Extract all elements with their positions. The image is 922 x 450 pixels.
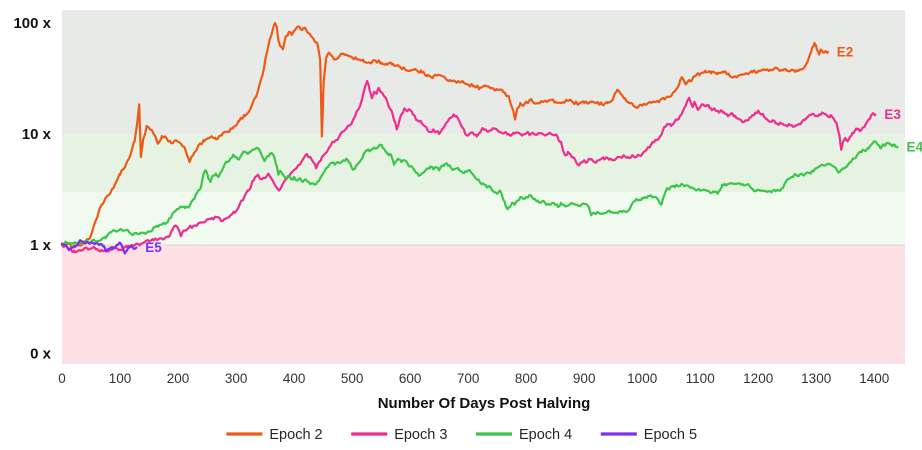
x-axis-ticks: 0 100 200 300 400 500 600 700 800 900 1000 1100 1200… [58,371,889,386]
x-axis-tick-1100: 1100 [686,371,715,386]
x-axis-tick-1000: 1000 [627,371,657,386]
x-axis-tick-500: 500 [341,371,364,386]
series-line-epoch-4 [60,140,899,246]
y-axis-label-1-x: 1 x [30,237,52,254]
series-end-label-e3: E3 [884,107,901,122]
series-line-epoch-3 [60,79,877,254]
x-axis-tick-900: 900 [573,371,596,386]
x-axis-tick-600: 600 [399,371,422,386]
series-line-epoch-2 [60,21,829,249]
x-axis-tick-1300: 1300 [801,371,831,386]
x-axis-tick-700: 700 [457,371,480,386]
series-line-epoch-5 [60,239,138,255]
x-axis-tick-1200: 1200 [743,371,773,386]
x-axis-tick-100: 100 [109,371,132,386]
legend-label-epoch-2: Epoch 2 [269,427,322,443]
band-below-1x [62,245,905,364]
x-axis-tick-400: 400 [283,371,306,386]
series-lines [60,21,899,255]
series-end-label-e4: E4 [907,140,922,155]
legend: Epoch 2 Epoch 3 Epoch 4 Epoch 5 [226,427,697,443]
legend-label-epoch-3: Epoch 3 [394,427,447,443]
x-axis-tick-1400: 1400 [859,371,889,386]
x-axis-tick-300: 300 [225,371,248,386]
x-axis-tick-0: 0 [58,371,66,386]
series-end-label-e5: E5 [145,240,162,255]
legend-label-epoch-4: Epoch 4 [519,427,572,443]
band-above-10x [62,10,905,134]
y-axis-label-100-x: 100 x [13,15,51,32]
y-axis-labels: 100 x 10 x 1 x 0 x [13,15,51,363]
band-1x-to-3x [62,192,905,245]
x-axis-title: Number Of Days Post Halving [378,395,591,412]
x-axis-tick-200: 200 [167,371,190,386]
legend-item-epoch-3: Epoch 3 [351,427,447,443]
legend-item-epoch-2: Epoch 2 [226,427,323,443]
legend-item-epoch-5: Epoch 5 [600,427,697,443]
y-axis-label-0-x: 0 x [30,346,52,363]
legend-item-epoch-4: Epoch 4 [476,427,572,443]
series-end-label-e2: E2 [837,44,854,59]
x-axis-tick-800: 800 [515,371,538,386]
series-end-labels: E2 E3 E4 E5 [145,44,922,255]
roi-bands [62,10,905,364]
legend-label-epoch-5: Epoch 5 [644,427,697,443]
y-axis-label-10-x: 10 x [22,126,52,143]
